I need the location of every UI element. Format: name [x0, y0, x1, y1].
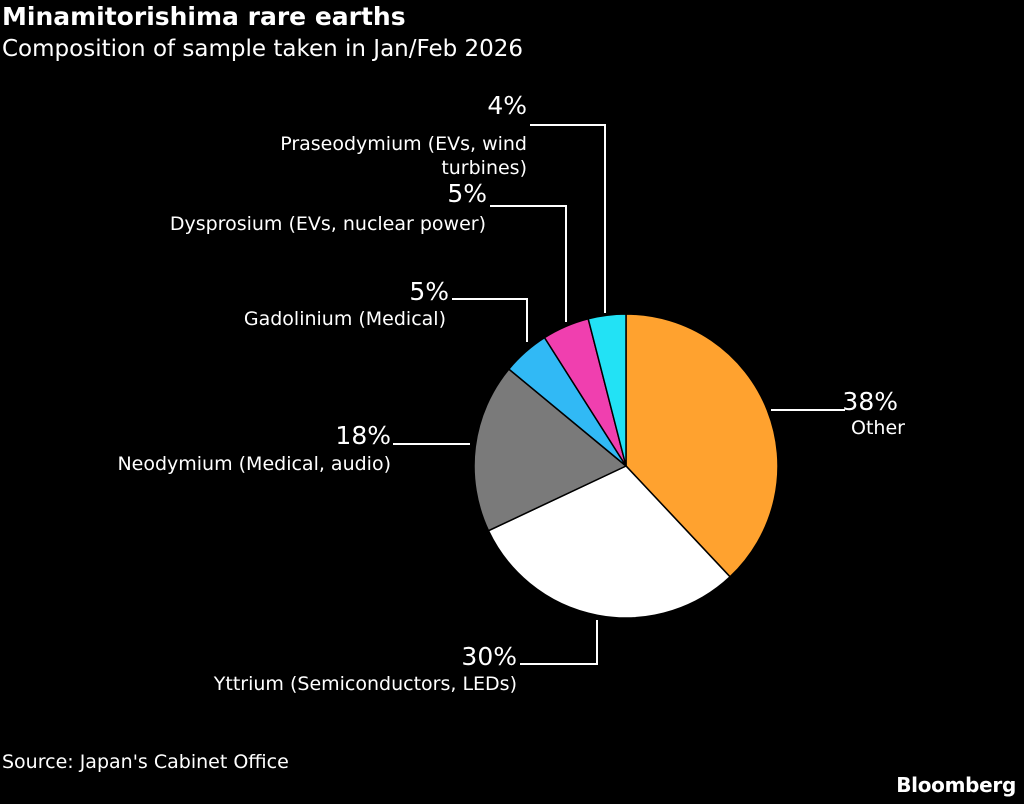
pct-label-other: 38%	[842, 387, 898, 416]
pct-label-yttrium: 30%	[461, 642, 517, 671]
pie-slice-yttrium	[487, 465, 732, 619]
chart-subtitle: Composition of sample taken in Jan/Feb 2…	[2, 36, 524, 62]
category-label-gadolinium: Gadolinium (Medical)	[244, 308, 446, 330]
pct-label-dysprosium: 5%	[447, 179, 487, 208]
leader-line-dysprosium	[490, 205, 567, 322]
source-note: Source: Japan's Cabinet Office	[2, 751, 289, 773]
category-label-yttrium: Yttrium (Semiconductors, LEDs)	[213, 673, 517, 695]
category-label-other: Other	[851, 417, 905, 439]
leader-lines	[393, 124, 845, 665]
pie-slice-praseodymium	[587, 313, 627, 467]
pct-label-praseodymium: 4%	[487, 91, 527, 120]
pie-slice-other	[625, 313, 779, 578]
chart-title: Minamitorishima rare earths	[2, 2, 406, 31]
category-label-dysprosium: Dysprosium (EVs, nuclear power)	[170, 213, 486, 235]
category-label-neodymium: Neodymium (Medical, audio)	[117, 453, 391, 475]
leader-line-gadolinium	[452, 298, 528, 342]
leader-line-praseodymium	[530, 124, 606, 313]
category-label-praseodymium: turbines)	[441, 157, 527, 179]
pie-slice-neodymium	[473, 368, 628, 532]
pct-label-neodymium: 18%	[335, 421, 391, 450]
pct-label-gadolinium: 5%	[409, 277, 449, 306]
pie-slices	[473, 313, 779, 619]
slice-labels: 38%Other 30%Yttrium (Semiconductors, LEDs…	[117, 91, 905, 695]
bloomberg-logo: Bloomberg	[896, 773, 1016, 797]
category-label-praseodymium: Praseodymium (EVs, wind	[280, 133, 527, 155]
leader-line-yttrium	[520, 620, 598, 665]
